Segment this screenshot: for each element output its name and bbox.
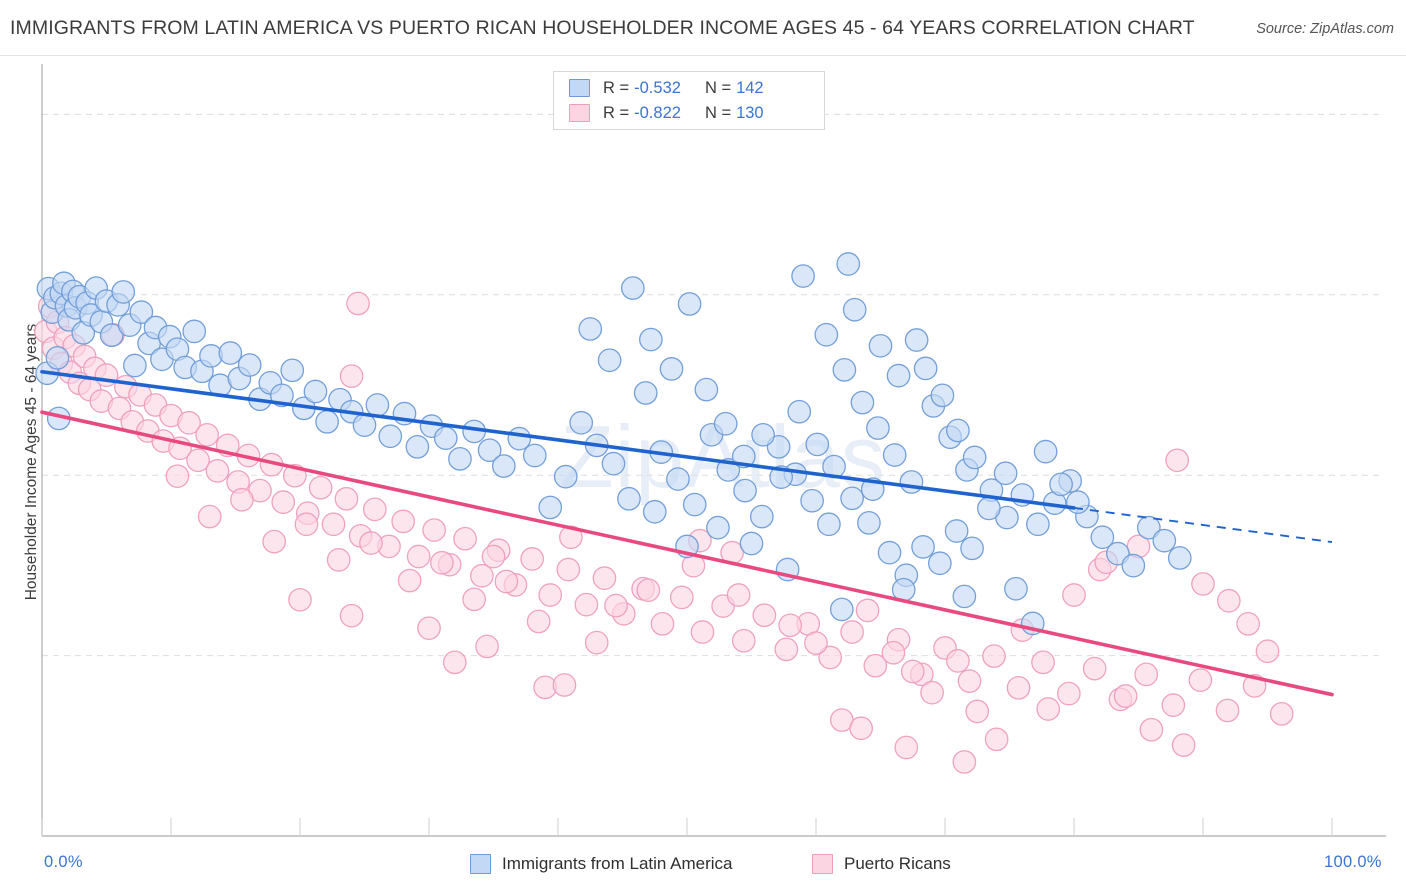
- x-axis-min-label: 0.0%: [44, 853, 83, 871]
- legend-item-latin-america[interactable]: Immigrants from Latin America: [470, 854, 733, 874]
- stats-r-label-pink: R =: [603, 103, 630, 122]
- legend-item-puerto-ricans[interactable]: Puerto Ricans: [812, 854, 951, 874]
- chart-legend: Immigrants from Latin America Puerto Ric…: [0, 850, 1406, 882]
- legend-label-latin-america: Immigrants from Latin America: [502, 854, 733, 873]
- x-axis-max-label: 100.0%: [1324, 853, 1382, 871]
- chart-header: IMMIGRANTS FROM LATIN AMERICA VS PUERTO …: [0, 0, 1406, 56]
- correlation-stats-box: R = -0.532 N = 142 R = -0.822 N = 130: [553, 71, 825, 130]
- legend-label-puerto-ricans: Puerto Ricans: [844, 854, 951, 873]
- trendline-puerto-ricans: [40, 410, 1334, 697]
- trendline-latin-america: [40, 369, 1333, 544]
- axis-lines: [41, 64, 1386, 837]
- stats-n-value-pink: 130: [736, 103, 764, 122]
- legend-swatch-blue: [470, 854, 491, 874]
- page-title: IMMIGRANTS FROM LATIN AMERICA VS PUERTO …: [10, 17, 1195, 39]
- stats-row-latin-america: R = -0.532 N = 142: [569, 76, 824, 101]
- stats-n-value-blue: 142: [736, 78, 764, 97]
- source-attribution: Source: ZipAtlas.com: [1256, 21, 1394, 37]
- stats-swatch-pink: [569, 104, 590, 122]
- header-divider: [0, 55, 1406, 56]
- stats-r-value-blue: -0.532: [634, 78, 681, 97]
- stats-r-value-pink: -0.822: [634, 103, 681, 122]
- stats-r-label-blue: R =: [603, 78, 630, 97]
- scatter-points-latin-america: [35, 252, 1192, 636]
- scatter-points-puerto-ricans: [34, 291, 1294, 774]
- stats-swatch-blue: [569, 79, 590, 97]
- stats-n-label-blue: N =: [704, 78, 732, 97]
- stats-row-puerto-ricans: R = -0.822 N = 130: [569, 101, 824, 126]
- stats-n-label-pink: N =: [704, 103, 732, 122]
- legend-swatch-pink: [812, 854, 833, 874]
